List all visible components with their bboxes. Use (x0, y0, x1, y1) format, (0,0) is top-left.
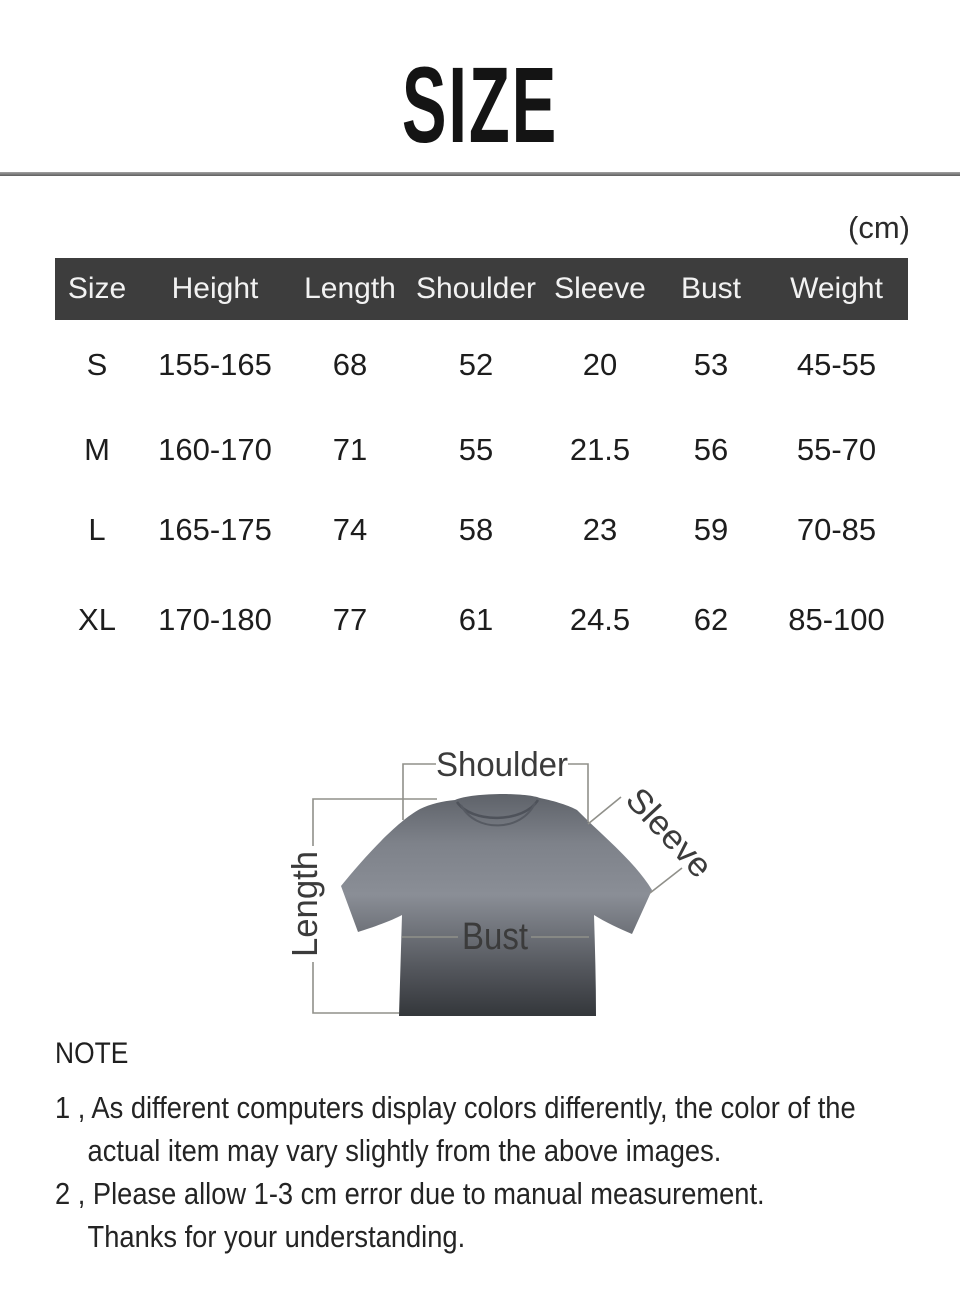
column-header-bust: Bust (680, 272, 742, 305)
table-row-s: S 155-165 68 52 20 53 45-55 (55, 320, 908, 410)
sleeve-measure-line (587, 796, 683, 894)
cell-size: S (86, 347, 108, 382)
cell-weight: 70-85 (796, 512, 877, 547)
bust-label: Bust (462, 916, 528, 958)
column-header-shoulder: Shoulder (415, 272, 537, 305)
cell-shoulder: 61 (458, 602, 494, 637)
cell-weight: 45-55 (796, 347, 877, 382)
page-title: SIZE (401, 44, 559, 165)
shoulder-measure-line (402, 763, 589, 822)
table-row-m: M 160-170 71 55 21.5 56 55-70 (55, 410, 908, 490)
note-line-3: 2 , Please allow 1-3 cm error due to man… (55, 1176, 765, 1211)
table-row-xl: XL 170-180 77 61 24.5 62 85-100 (55, 570, 908, 670)
shoulder-label: Shoulder (436, 746, 568, 784)
cell-height: 155-165 (158, 347, 272, 382)
column-header-size: Size (67, 272, 127, 305)
page-title-wrap: SIZE (0, 50, 960, 193)
cell-size: M (84, 432, 110, 467)
unit-label: (cm) (848, 210, 910, 245)
cell-size: XL (78, 602, 116, 637)
size-table: Size Height Length Shoulder Sleeve Bust … (55, 258, 908, 670)
cell-sleeve: 24.5 (569, 602, 631, 637)
cell-bust: 53 (693, 347, 729, 382)
cell-bust: 62 (693, 602, 729, 637)
column-header-height: Height (171, 272, 259, 305)
cell-shoulder: 52 (458, 347, 494, 382)
tshirt-diagram-svg: Shoulder Sleeve Length Bust (284, 746, 720, 1016)
note-line-1: 1 , As different computers display color… (55, 1090, 856, 1125)
cell-shoulder: 55 (458, 432, 494, 467)
size-table-header-row: Size Height Length Shoulder Sleeve Bust … (55, 258, 908, 320)
length-label-backing (295, 846, 333, 962)
cell-sleeve: 20 (582, 347, 618, 382)
note-line-4: Thanks for your understanding. (87, 1219, 466, 1254)
cell-shoulder: 58 (458, 512, 494, 547)
cell-height: 165-175 (158, 512, 272, 547)
table-row-l: L 165-175 74 58 23 59 70-85 (55, 490, 908, 570)
note-line-2: actual item may vary slightly from the a… (87, 1133, 722, 1168)
cell-size: L (88, 512, 106, 547)
collar-inner-line (460, 802, 536, 827)
note-heading: NOTE (55, 1037, 129, 1070)
cell-sleeve: 23 (582, 512, 618, 547)
cell-length: 71 (332, 432, 368, 467)
column-header-weight: Weight (790, 272, 883, 305)
cell-weight: 55-70 (796, 432, 877, 467)
column-header-length: Length (304, 272, 396, 305)
length-label: Length (284, 851, 325, 957)
tshirt-diagram: Shoulder Sleeve Length Bust (280, 735, 720, 1045)
note-section: NOTE 1 , As different computers display … (55, 1036, 935, 1258)
cell-length: 68 (332, 347, 368, 382)
cell-length: 77 (332, 602, 368, 637)
cell-sleeve: 21.5 (569, 432, 631, 467)
cell-bust: 56 (693, 432, 729, 467)
cell-weight: 85-100 (788, 602, 885, 637)
tshirt-graphic (341, 794, 652, 1016)
title-divider (0, 172, 960, 176)
column-header-sleeve: Sleeve (554, 272, 646, 305)
cell-height: 160-170 (158, 432, 272, 467)
cell-length: 74 (332, 512, 368, 547)
cell-height: 170-180 (158, 602, 272, 637)
cell-bust: 59 (693, 512, 729, 547)
